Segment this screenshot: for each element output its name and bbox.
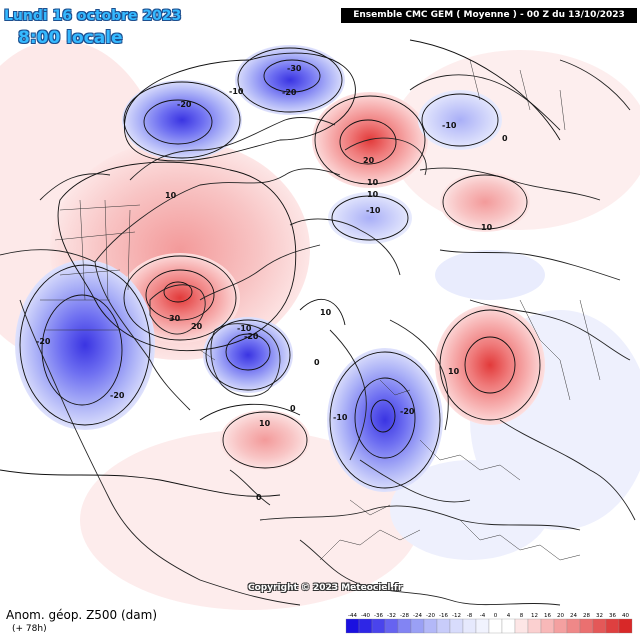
label-usw-20: -20 [36,337,51,346]
label-atl-10: 10 [320,308,332,317]
colorbar-tick-label: -12 [452,613,461,619]
anomaly-east-siberia [312,92,428,188]
colorbar-tick-label: -4 [480,613,486,619]
colorbar-tick-label: -44 [348,613,357,619]
label-usw-20b: -20 [110,391,125,400]
label-arctic-10: 10 [367,190,379,199]
anomaly-scandinavia [327,348,443,492]
colorbar-tick-label: -28 [400,613,409,619]
colorbar-tick-label: -8 [467,613,473,619]
anomaly-north-china [418,90,502,150]
label-arctic-m10: -10 [366,206,381,215]
colorbar-tick-label: 12 [531,613,538,619]
anomaly-fields [15,45,545,492]
label-siberia-20: 20 [363,156,375,165]
colorbar-tick-label: -32 [387,613,396,619]
colorbar: -44 -40 -36 -32 -28 -24 -20 -16 -12 -8 -4 0 4 8 12 16 20… [345,613,633,634]
label-china-0: 0 [502,134,508,143]
anomaly-arctic-ocean [328,192,412,244]
anomaly-north-atlantic [220,410,310,470]
colorbar-tick-label: 4 [507,613,511,619]
colorbar-tick-label: -40 [361,613,370,619]
label-pac-20: -20 [177,100,192,109]
label-atl-0: 0 [290,404,296,413]
anomaly-north-pacific-east [235,45,345,115]
contour-lines [0,39,561,497]
colorbar-swatch [618,618,633,634]
colorbar-tick-label: -36 [374,613,383,619]
forecast-date: Lundi 16 octobre 2023 [4,8,182,24]
label-pac-30: -30 [287,64,302,73]
colorbar-tick-label: -24 [413,613,422,619]
copyright: Copyright © 2023 Meteociel.fr [248,583,403,593]
anomaly-central-siberia [440,172,530,232]
label-scand-10: -10 [333,413,348,422]
label-hudson-20: 20 [191,322,203,331]
anomaly-north-pacific-west [122,80,242,160]
label-hudson-30: 30 [169,314,181,323]
anomaly-us-west [15,260,155,430]
label-siberia-10: 10 [367,178,379,187]
colorbar-tick-label: 20 [557,613,564,619]
colorbar-tick-label: 32 [596,613,603,619]
anomaly-western-russia [435,305,545,425]
coastlines [0,59,636,606]
label-china-10: -10 [442,121,457,130]
label-scand-20: -20 [400,407,415,416]
label-russia-10: 10 [448,367,460,376]
label-greenland-20: -20 [244,332,259,341]
field-title: Anom. géop. Z500 (dam) [6,608,158,622]
colorbar-tick-label: -20 [426,613,435,619]
model-banner: Ensemble CMC GEM ( Moyenne ) - 00 Z du 1… [341,8,637,23]
label-greenland-10: -10 [237,324,252,333]
label-csib-10: 10 [481,223,493,232]
anomaly-asia-east [435,250,545,300]
colorbar-tick-label: 24 [570,613,577,619]
colorbar-tick-label: 16 [544,613,551,619]
borders [40,59,601,561]
colorbar-tick-label: 28 [583,613,590,619]
forecast-time: 8:00 locale [18,28,123,48]
label-canada-10: 10 [165,191,177,200]
colorbar-tick-label: 8 [520,613,524,619]
label-pac-20b: -20 [282,88,297,97]
label-sw-0: 0 [256,493,262,502]
colorbar-tick-label: 36 [609,613,616,619]
forecast-lead: (+ 78h) [12,624,47,634]
label-pac-10: -10 [229,87,244,96]
colorbar-tick-label: -16 [439,613,448,619]
colorbar-tick-label: 40 [622,613,629,619]
label-greenland-0: 0 [314,358,320,367]
colorbar-tick-label: 0 [494,613,498,619]
label-atl-10b: 10 [259,419,271,428]
